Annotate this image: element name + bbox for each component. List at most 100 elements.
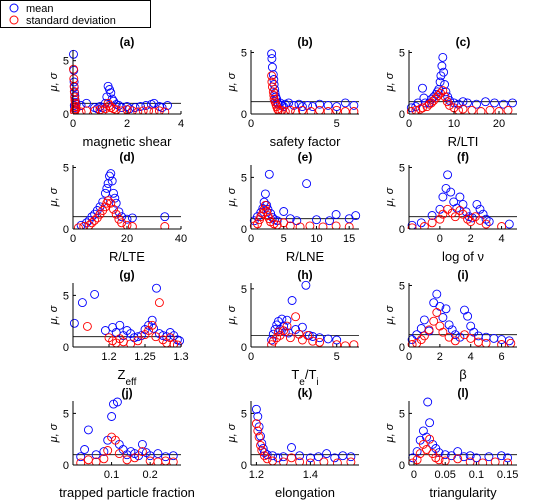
markers <box>408 397 513 465</box>
std-point <box>70 95 80 105</box>
mean-point <box>308 332 318 341</box>
series-mean <box>76 397 178 462</box>
markers <box>251 404 356 465</box>
std-point <box>340 107 350 114</box>
panel-title: (l) <box>457 386 468 400</box>
std-point <box>76 458 86 465</box>
series-mean <box>408 397 513 463</box>
x-tick-label: 15 <box>343 233 355 245</box>
y-tick-label: 5 <box>63 162 69 174</box>
x-tick-label: 0 <box>437 233 443 245</box>
x-tick-label: 40 <box>175 233 187 245</box>
std-point <box>303 330 313 340</box>
std-point <box>127 106 137 114</box>
std-point <box>485 105 495 114</box>
mean-point <box>141 101 151 110</box>
series-std <box>76 432 178 465</box>
y-axis-label: μ, σ <box>384 72 396 92</box>
mean-point <box>312 215 321 225</box>
y-tick-label: 0 <box>63 109 69 121</box>
y-tick-label: 5 <box>399 47 405 59</box>
std-point <box>319 457 329 465</box>
mean-point <box>434 448 444 458</box>
series-std <box>251 419 356 465</box>
mean-point <box>69 318 79 328</box>
mean-point <box>295 451 305 461</box>
x-tick-label: 0 <box>411 469 417 481</box>
mean-point <box>90 289 100 299</box>
y-tick-label: 5 <box>241 284 247 296</box>
std-point <box>268 87 278 97</box>
std-point <box>76 107 86 114</box>
mean-point <box>453 447 463 457</box>
x-tick-label: 4 <box>178 118 184 130</box>
mean-point <box>503 453 513 463</box>
panel-10: (j) 0.1 0.2 0 5μ, σ trapped particle fraction <box>48 386 195 500</box>
std-point <box>262 454 272 464</box>
std-point <box>260 451 269 461</box>
y-tick-label: 0 <box>241 224 247 236</box>
mean-point <box>287 443 296 452</box>
x-tick-label: 1.2 <box>101 351 116 363</box>
mean-point <box>285 214 295 224</box>
std-point <box>497 222 507 229</box>
std-point <box>267 77 277 87</box>
std-point <box>440 92 450 102</box>
mean-point <box>332 335 342 345</box>
y-tick-label: 0 <box>241 342 247 354</box>
mean-point <box>82 98 91 108</box>
panel-title: (h) <box>297 268 312 282</box>
std-point <box>415 449 425 459</box>
std-point <box>427 98 436 108</box>
y-tick-label: 0 <box>63 460 69 472</box>
std-point <box>308 336 318 346</box>
x-axis-label: triangularity <box>429 485 497 500</box>
std-point <box>280 107 290 114</box>
mean-point <box>458 199 468 209</box>
mean-point <box>91 450 101 460</box>
y-tick-label: 5 <box>241 408 247 420</box>
mean-point <box>269 80 279 89</box>
std-point <box>285 105 295 114</box>
mean-point <box>351 211 361 221</box>
std-point <box>458 209 468 219</box>
series-std <box>267 71 359 114</box>
mean-point <box>496 451 506 461</box>
std-point <box>111 209 121 219</box>
std-point <box>295 457 305 465</box>
series-std <box>73 196 170 229</box>
std-point <box>151 332 161 342</box>
std-point <box>291 312 301 322</box>
mean-point <box>465 451 475 461</box>
y-axis-label: μ, σ <box>226 187 238 207</box>
std-point <box>256 440 265 450</box>
std-point <box>450 212 460 222</box>
mean-point <box>459 452 469 462</box>
y-axis-label: μ, σ <box>226 72 238 92</box>
std-point <box>465 457 475 465</box>
std-point <box>160 107 170 114</box>
panel-1: (a) 0 2 4 0 5μ, σ magnetic shear <box>48 35 184 149</box>
std-point <box>503 458 513 465</box>
std-point <box>110 435 120 445</box>
std-point <box>99 454 109 464</box>
std-point <box>275 330 285 340</box>
x-tick-label: 2 <box>468 233 474 245</box>
std-point <box>87 218 97 228</box>
series-std <box>407 204 507 229</box>
mean-point <box>441 304 451 314</box>
mean-point <box>332 102 342 112</box>
mean-point <box>76 452 86 462</box>
mean-point <box>331 210 341 219</box>
x-tick-label: 10 <box>310 233 322 245</box>
std-point <box>137 447 147 457</box>
y-tick-label: 0 <box>399 460 405 472</box>
mean-point <box>418 426 428 436</box>
mean-point <box>444 320 454 330</box>
std-point <box>340 341 350 347</box>
series-mean <box>249 169 361 226</box>
mean-point <box>455 192 465 202</box>
y-tick-label: 0 <box>63 224 69 236</box>
std-point <box>122 455 132 465</box>
